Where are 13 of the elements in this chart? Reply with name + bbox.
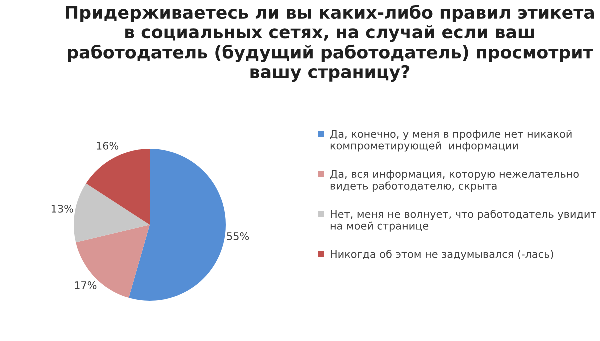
legend-label: Никогда об этом не задумывался (-лась) [331,250,554,260]
pie-slice [74,184,150,243]
chart-title: Придерживаетесь ли вы каких-либо правил этикета в социальных сетях, на случай если ваш работодатель (будущий работодатель) просмотрит вашу страницу? [66,5,594,82]
data-label: 16% [97,142,119,150]
data-label: 17% [75,282,97,290]
legend-label: Да, вся информация, которую нежелательно видеть работодателю, скрыта [330,170,579,192]
pie-slice [86,149,150,225]
legend-label: Да, конечно, у меня в профиле нет никакой компрометирующей информации [330,130,572,152]
pie-slice [76,225,150,298]
data-label: 13% [52,205,74,213]
legend-label: Нет, меня не волнует, что работодатель увидит на моей странице [330,210,596,232]
data-label: 55% [227,232,250,240]
pie-slice [129,149,226,301]
